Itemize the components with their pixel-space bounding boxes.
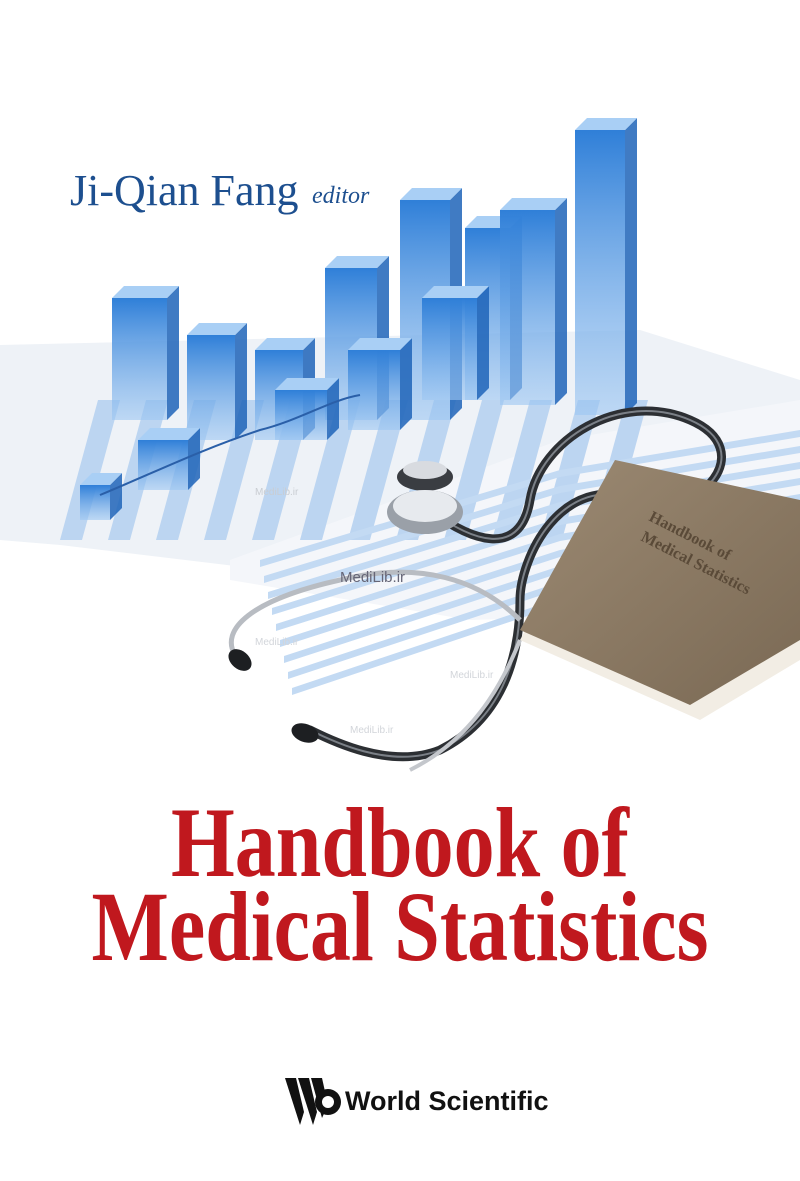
title-line: Medical Statistics	[91, 871, 708, 981]
bar-side	[327, 378, 339, 440]
stripe	[268, 462, 800, 599]
editor-role: editor	[312, 183, 370, 209]
illustration: Handbook of Medical Statistics MediLib.i…	[0, 118, 800, 772]
stripe	[260, 430, 800, 567]
bar-side	[400, 338, 412, 430]
bar-top	[325, 256, 389, 268]
bar-top	[500, 198, 567, 210]
watermark: MediLib.ir	[450, 670, 494, 681]
bar-side	[235, 323, 247, 440]
bar-side	[167, 286, 179, 420]
bar-side	[625, 118, 637, 415]
trend-line	[99, 394, 361, 496]
bar-front	[138, 440, 188, 490]
publisher-name: World Scientific	[345, 1086, 549, 1116]
bar-top	[422, 286, 489, 298]
book-illustration: Handbook of Medical Statistics	[520, 460, 800, 720]
bar-top	[348, 338, 412, 350]
bar-front	[112, 298, 167, 420]
publisher-logo	[285, 1078, 341, 1125]
bar-top	[275, 378, 339, 390]
stripe	[60, 400, 120, 540]
bar-side	[555, 198, 567, 405]
bar-front	[348, 350, 400, 430]
watermark: MediLib.ir	[340, 569, 405, 586]
bar-front	[80, 485, 110, 520]
watermark: MediLib.ir	[255, 487, 299, 498]
bar-graphic	[80, 118, 637, 520]
watermark: MediLib.ir	[350, 725, 394, 736]
bar-side	[110, 473, 122, 520]
bar-top	[80, 473, 122, 485]
bar-front	[422, 298, 477, 400]
bar-top	[255, 338, 315, 350]
title-block: Handbook of Medical Statistics	[91, 787, 708, 981]
bar-front	[575, 130, 625, 415]
bar-top	[187, 323, 247, 335]
bar-front	[500, 210, 555, 405]
stripe	[204, 400, 264, 540]
stripe	[348, 400, 408, 540]
bar-side	[188, 428, 200, 490]
title-line: Handbook of	[171, 787, 630, 897]
bar-top	[138, 428, 200, 440]
bar-front	[187, 335, 235, 440]
stripe	[264, 446, 800, 583]
editor-name: Ji-Qian Fang	[70, 166, 299, 215]
bar-top	[112, 286, 179, 298]
bar-side	[477, 286, 489, 400]
watermark: MediLib.ir	[255, 637, 299, 648]
bar-top	[400, 188, 462, 200]
bar-top	[575, 118, 637, 130]
stripe	[300, 400, 360, 540]
